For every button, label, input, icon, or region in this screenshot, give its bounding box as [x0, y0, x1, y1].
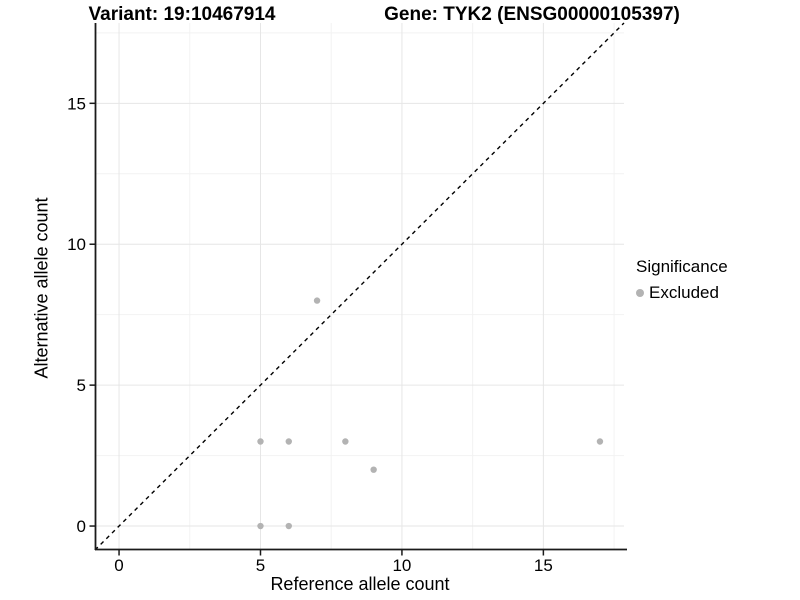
legend-item-label: Excluded — [649, 283, 719, 302]
data-point — [257, 438, 264, 445]
data-point — [313, 297, 321, 304]
data-point — [370, 466, 377, 473]
data-point — [342, 438, 349, 445]
x-axis-title: Reference allele count — [270, 574, 450, 594]
y-tick-label: 0 — [77, 517, 86, 536]
plot-title-gene: Gene: TYK2 (ENSG00000105397) — [384, 4, 680, 25]
x-tick-label: 15 — [534, 556, 553, 575]
data-point — [285, 522, 292, 530]
x-tick-label: 0 — [114, 556, 123, 575]
legend-point-icon — [636, 288, 644, 297]
legend-item-excluded: Excluded — [636, 283, 728, 302]
data-point — [596, 438, 604, 445]
plot-title-variant: Variant: 19:10467914 — [88, 4, 276, 25]
y-tick-label: 5 — [77, 376, 86, 395]
legend: Significance Excluded — [636, 257, 728, 302]
data-point — [285, 438, 292, 445]
y-tick-label: 15 — [67, 94, 86, 113]
identity-reference-line — [94, 22, 625, 551]
data-point — [257, 522, 264, 530]
legend-title: Significance — [636, 257, 728, 276]
x-tick-label: 10 — [392, 556, 411, 575]
y-tick-label: 10 — [67, 235, 86, 254]
x-tick-label: 5 — [256, 556, 265, 575]
